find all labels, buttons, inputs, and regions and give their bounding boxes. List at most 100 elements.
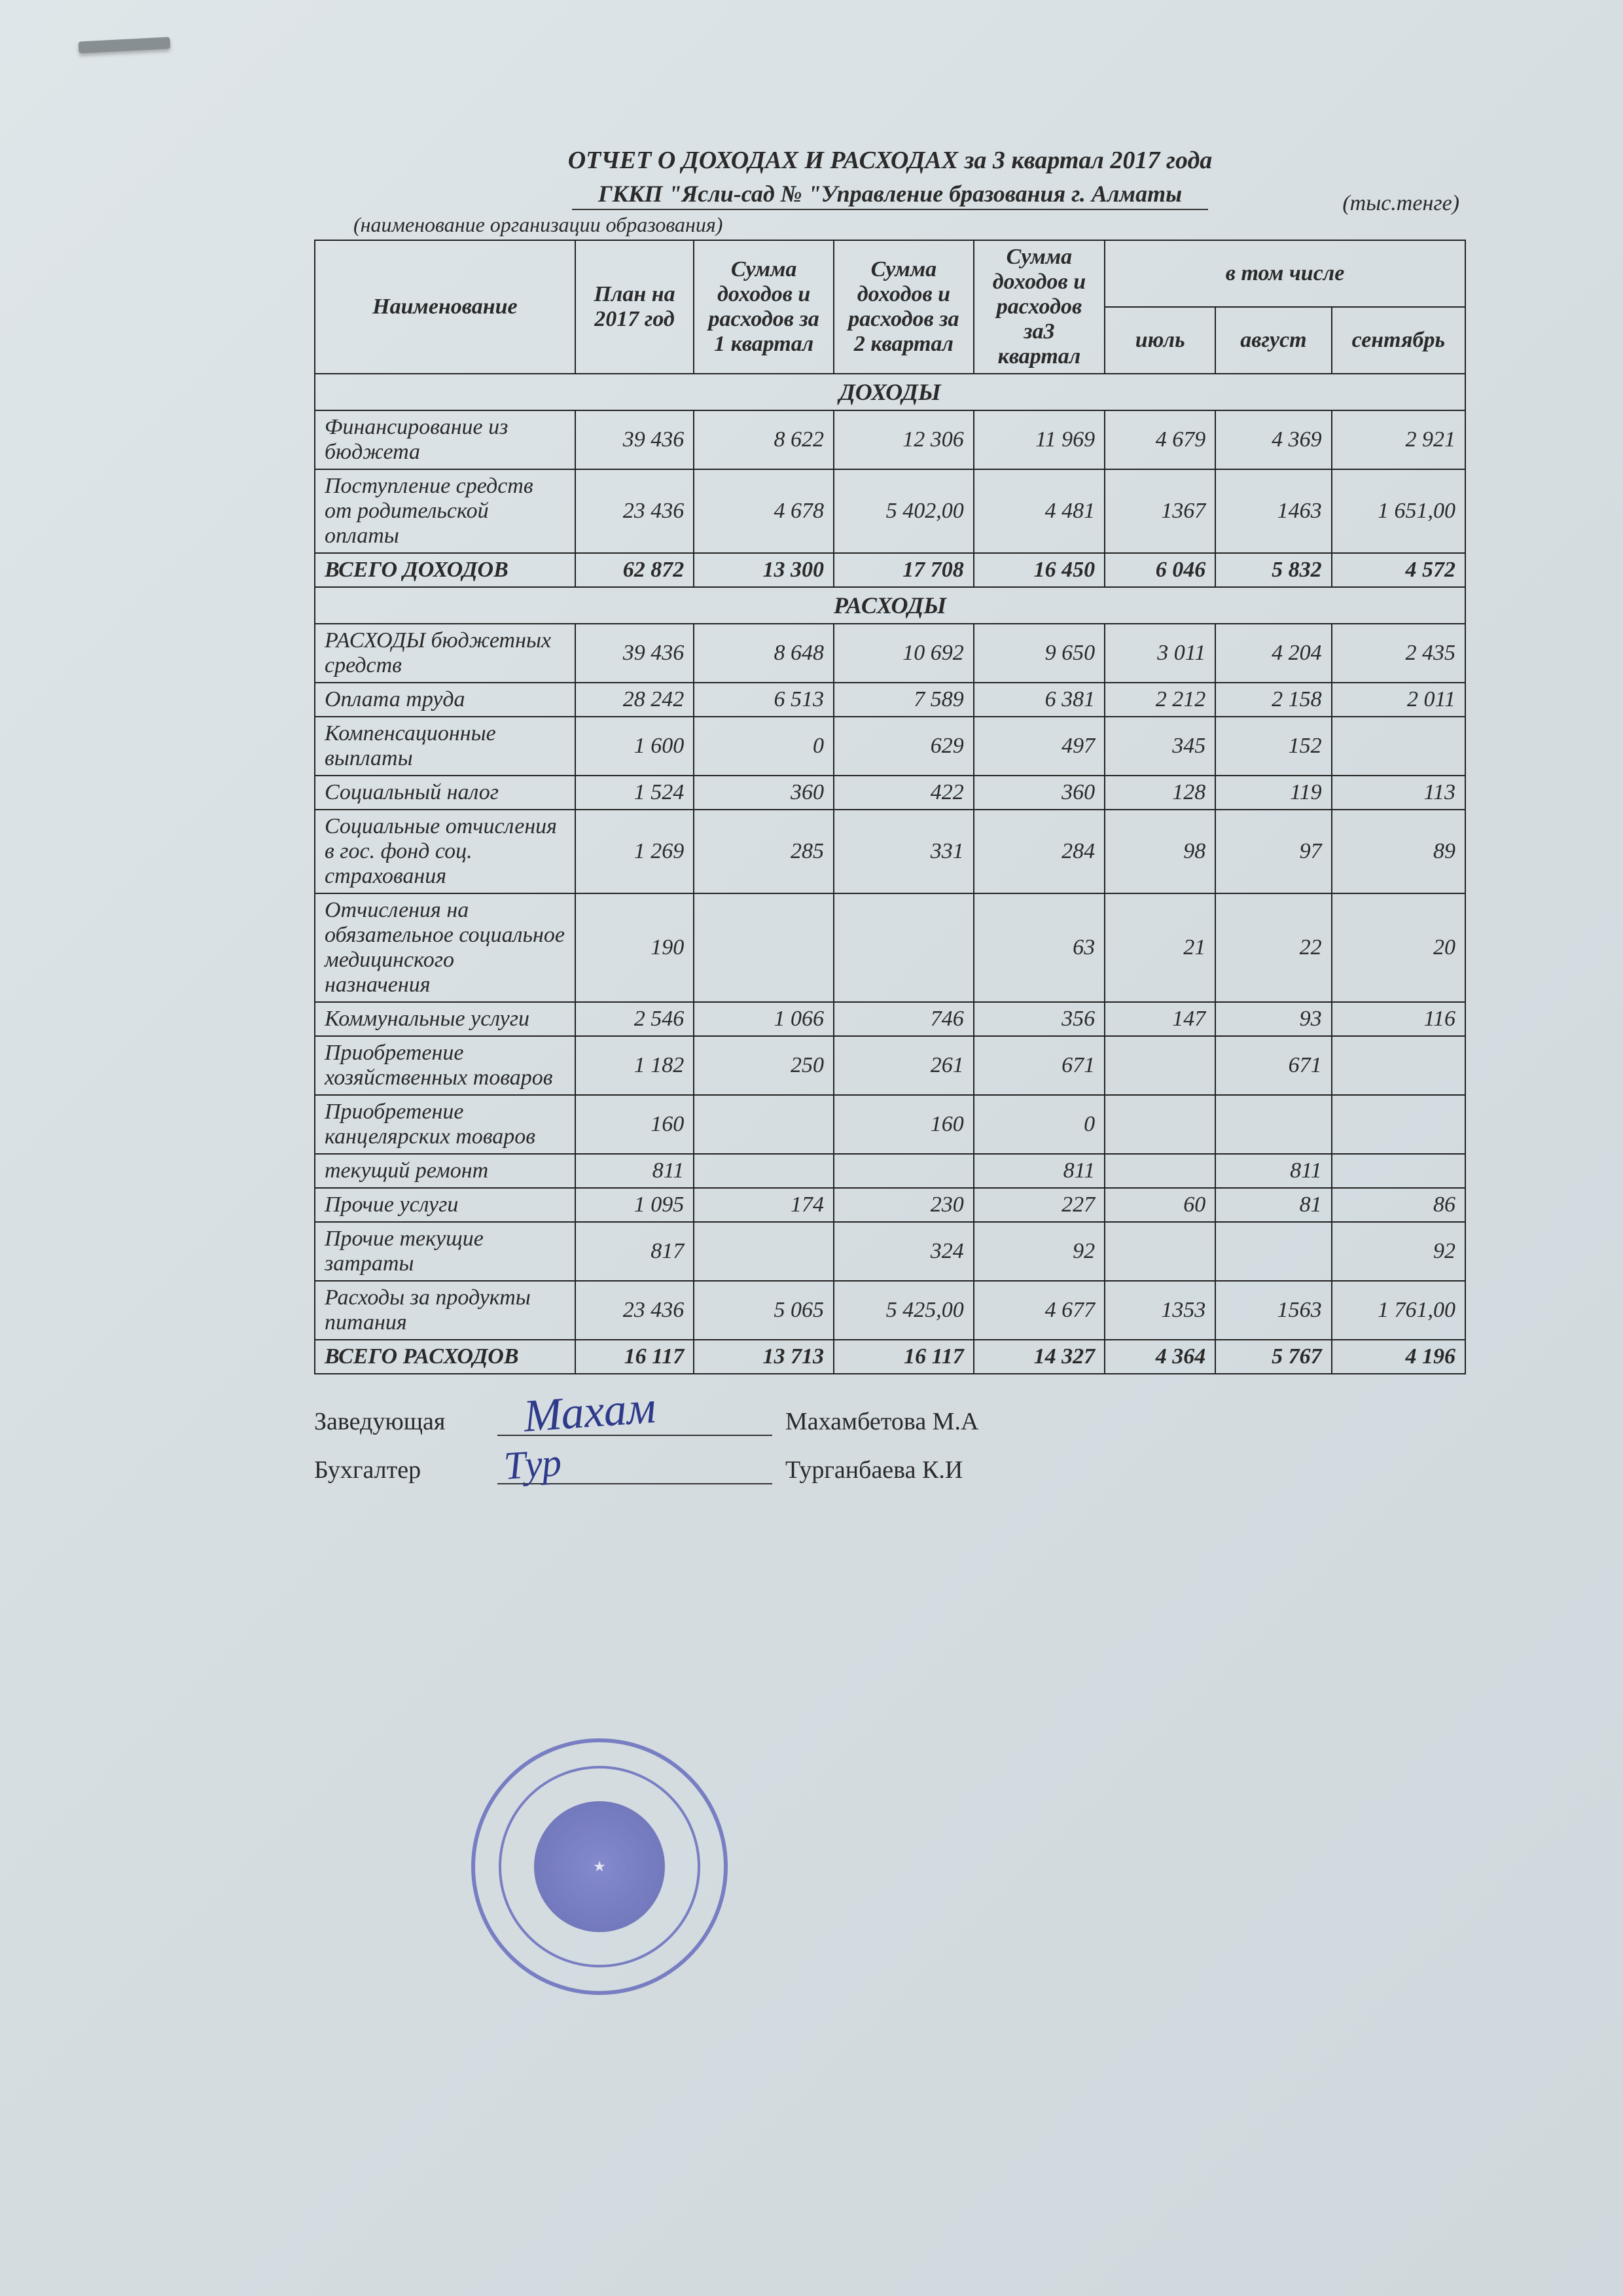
- cell-value: 671: [974, 1036, 1105, 1095]
- cell-value: 12 306: [834, 410, 974, 469]
- signature-block: Заведующая Махам Махамбетова М.А Бухгалт…: [314, 1407, 1466, 1484]
- cell-value: 89: [1332, 810, 1465, 893]
- col-jul: июль: [1105, 307, 1215, 374]
- cell-value: 497: [974, 717, 1105, 776]
- cell-value: 0: [974, 1095, 1105, 1154]
- stamp-emblem: ★: [534, 1801, 665, 1932]
- cell-name: Оплата труда: [315, 683, 575, 717]
- cell-value: 4 204: [1215, 624, 1331, 683]
- cell-value: 1 761,00: [1332, 1281, 1465, 1340]
- cell-value: 6 513: [694, 683, 834, 717]
- cell-value: 28 242: [575, 683, 694, 717]
- cell-value: 2 212: [1105, 683, 1215, 717]
- cell-value: 14 327: [974, 1340, 1105, 1374]
- cell-value: 22: [1215, 893, 1331, 1002]
- cell-value: 13 713: [694, 1340, 834, 1374]
- cell-value: 5 065: [694, 1281, 834, 1340]
- table-row: Финансирование из бюджета39 4368 62212 3…: [315, 410, 1465, 469]
- cell-name: Компенсационные выплаты: [315, 717, 575, 776]
- cell-value: [1332, 1154, 1465, 1188]
- table-row: Социальный налог1 524360422360128119113: [315, 776, 1465, 810]
- cell-value: 13 300: [694, 553, 834, 587]
- cell-value: 345: [1105, 717, 1215, 776]
- cell-value: 360: [694, 776, 834, 810]
- section-expense: РАСХОДЫ: [315, 587, 1465, 624]
- cell-value: 152: [1215, 717, 1331, 776]
- cell-value: 2 158: [1215, 683, 1331, 717]
- cell-value: 16 450: [974, 553, 1105, 587]
- table-row: Коммунальные услуги2 5461 06674635614793…: [315, 1002, 1465, 1036]
- cell-value: 4 678: [694, 469, 834, 553]
- table-row: Расходы за продукты питания23 4365 0655 …: [315, 1281, 1465, 1340]
- cell-value: 6 381: [974, 683, 1105, 717]
- sig-row-acc: Бухгалтер Тур Турганбаева К.И: [314, 1456, 1466, 1484]
- cell-name: ВСЕГО РАСХОДОВ: [315, 1340, 575, 1374]
- sig-head-label: Заведующая: [314, 1407, 484, 1436]
- cell-value: 261: [834, 1036, 974, 1095]
- cell-value: [1105, 1036, 1215, 1095]
- cell-name: Расходы за продукты питания: [315, 1281, 575, 1340]
- income-body: ДОХОДЫ Финансирование из бюджета39 4368 …: [315, 374, 1465, 587]
- cell-value: 811: [1215, 1154, 1331, 1188]
- cell-value: 331: [834, 810, 974, 893]
- cell-value: [834, 893, 974, 1002]
- org-caption: (наименование организации образования): [353, 213, 1466, 237]
- col-including: в том числе: [1105, 240, 1465, 307]
- sig-acc-label: Бухгалтер: [314, 1456, 484, 1484]
- col-plan: План на 2017 год: [575, 240, 694, 374]
- cell-value: 16 117: [575, 1340, 694, 1374]
- cell-value: 1353: [1105, 1281, 1215, 1340]
- cell-name: РАСХОДЫ бюджетных средств: [315, 624, 575, 683]
- cell-name: Приобретение хозяйственных товаров: [315, 1036, 575, 1095]
- cell-value: 629: [834, 717, 974, 776]
- cell-value: [1215, 1222, 1331, 1281]
- cell-value: [1105, 1222, 1215, 1281]
- cell-value: 93: [1215, 1002, 1331, 1036]
- cell-value: [1332, 1036, 1465, 1095]
- cell-value: 20: [1332, 893, 1465, 1002]
- table-row: ВСЕГО ДОХОДОВ62 87213 30017 70816 4506 0…: [315, 553, 1465, 587]
- cell-value: [694, 1154, 834, 1188]
- cell-value: 4 196: [1332, 1340, 1465, 1374]
- cell-value: [694, 1095, 834, 1154]
- table-row: Отчисления на обязательное социальное ме…: [315, 893, 1465, 1002]
- cell-value: 2 921: [1332, 410, 1465, 469]
- table-row: РАСХОДЫ бюджетных средств39 4368 64810 6…: [315, 624, 1465, 683]
- cell-value: 8 622: [694, 410, 834, 469]
- cell-value: 1 182: [575, 1036, 694, 1095]
- cell-value: [1105, 1154, 1215, 1188]
- cell-value: 4 364: [1105, 1340, 1215, 1374]
- cell-value: 11 969: [974, 410, 1105, 469]
- cell-value: 227: [974, 1188, 1105, 1222]
- cell-value: 4 481: [974, 469, 1105, 553]
- signature-scribble-1: Махам: [522, 1382, 657, 1443]
- cell-value: 21: [1105, 893, 1215, 1002]
- cell-name: Социальный налог: [315, 776, 575, 810]
- cell-name: Коммунальные услуги: [315, 1002, 575, 1036]
- cell-value: 746: [834, 1002, 974, 1036]
- cell-value: 81: [1215, 1188, 1331, 1222]
- cell-value: 98: [1105, 810, 1215, 893]
- report-table: Наименование План на 2017 год Сумма дохо…: [314, 240, 1466, 1374]
- sig-row-head: Заведующая Махам Махамбетова М.А: [314, 1407, 1466, 1436]
- col-aug: август: [1215, 307, 1331, 374]
- cell-value: 5 832: [1215, 553, 1331, 587]
- cell-value: 250: [694, 1036, 834, 1095]
- cell-value: [694, 893, 834, 1002]
- table-row: Компенсационные выплаты1 600062949734515…: [315, 717, 1465, 776]
- subtitle-wrap: ГККП "Ясли-сад № "Управление бразования …: [314, 180, 1466, 210]
- cell-value: 160: [834, 1095, 974, 1154]
- cell-name: ВСЕГО ДОХОДОВ: [315, 553, 575, 587]
- report-subtitle: ГККП "Ясли-сад № "Управление бразования …: [572, 180, 1208, 210]
- cell-value: 1 651,00: [1332, 469, 1465, 553]
- cell-value: 60: [1105, 1188, 1215, 1222]
- cell-value: 9 650: [974, 624, 1105, 683]
- cell-value: 8 648: [694, 624, 834, 683]
- cell-value: 3 011: [1105, 624, 1215, 683]
- cell-value: [1332, 717, 1465, 776]
- expense-body: РАСХОДЫ РАСХОДЫ бюджетных средств39 4368…: [315, 587, 1465, 1374]
- cell-name: Социальные отчисления в гос. фонд соц. с…: [315, 810, 575, 893]
- cell-value: 23 436: [575, 1281, 694, 1340]
- signature-scribble-2: Тур: [503, 1440, 563, 1489]
- cell-value: 811: [575, 1154, 694, 1188]
